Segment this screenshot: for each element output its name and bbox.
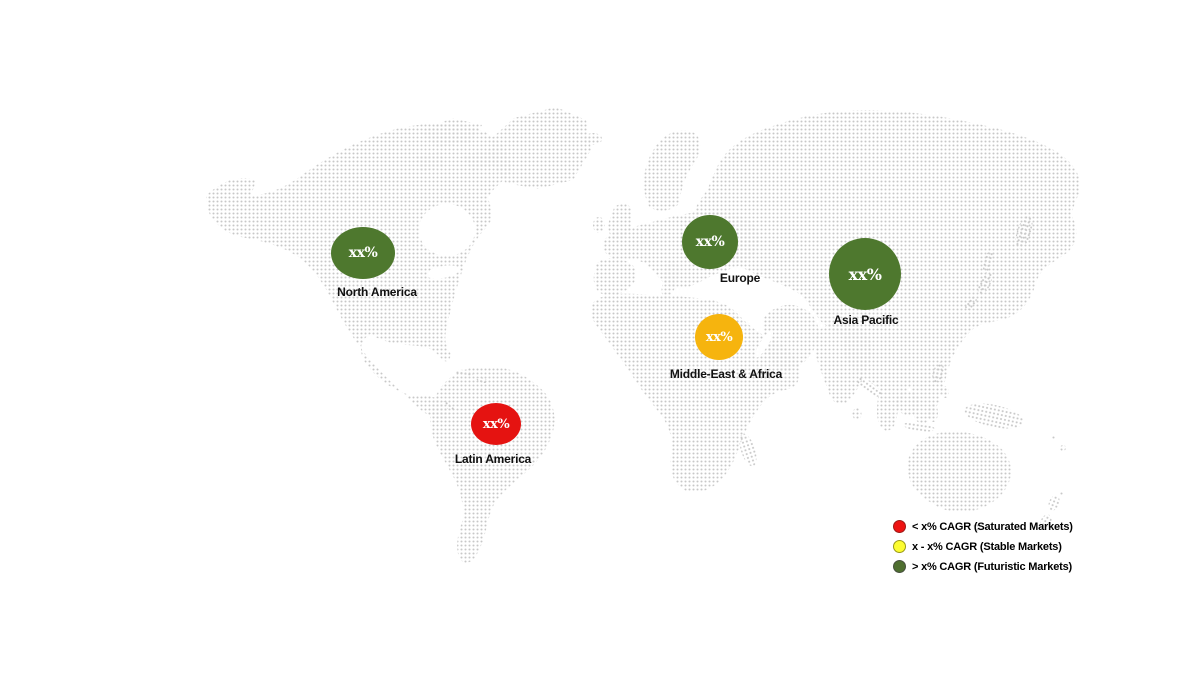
legend-label: < x% CAGR (Saturated Markets) — [912, 520, 1073, 533]
legend: < x% CAGR (Saturated Markets) x - x% CAG… — [893, 520, 1073, 580]
region-bubble-asia-pacific: xx% — [829, 238, 901, 310]
stable-markets-dot-icon — [893, 540, 906, 553]
region-label-asia-pacific: Asia Pacific — [833, 313, 899, 327]
region-value: xx% — [695, 234, 725, 250]
region-bubble-latin-america: xx% — [471, 403, 521, 445]
region-label-europe: Europe — [719, 271, 761, 285]
region-bubble-north-america: xx% — [331, 227, 395, 279]
legend-item-stable: x - x% CAGR (Stable Markets) — [893, 540, 1073, 553]
legend-label: x - x% CAGR (Stable Markets) — [912, 540, 1062, 553]
continents — [206, 107, 1080, 563]
region-value: xx% — [348, 245, 378, 261]
region-bubble-europe: xx% — [682, 215, 738, 269]
region-value: xx% — [848, 264, 882, 284]
legend-label: > x% CAGR (Futuristic Markets) — [912, 560, 1072, 573]
futuristic-markets-dot-icon — [893, 560, 906, 573]
region-bubble-middle-east-africa: xx% — [695, 314, 743, 360]
saturated-markets-dot-icon — [893, 520, 906, 533]
region-value: xx% — [705, 329, 733, 345]
water-cutouts — [419, 204, 774, 358]
region-label-middle-east-africa: Middle-East & Africa — [669, 367, 783, 381]
region-value: xx% — [482, 416, 510, 432]
legend-item-saturated: < x% CAGR (Saturated Markets) — [893, 520, 1073, 533]
legend-item-futuristic: > x% CAGR (Futuristic Markets) — [893, 560, 1073, 573]
region-label-north-america: North America — [337, 285, 417, 299]
region-label-latin-america: Latin America — [454, 452, 532, 466]
